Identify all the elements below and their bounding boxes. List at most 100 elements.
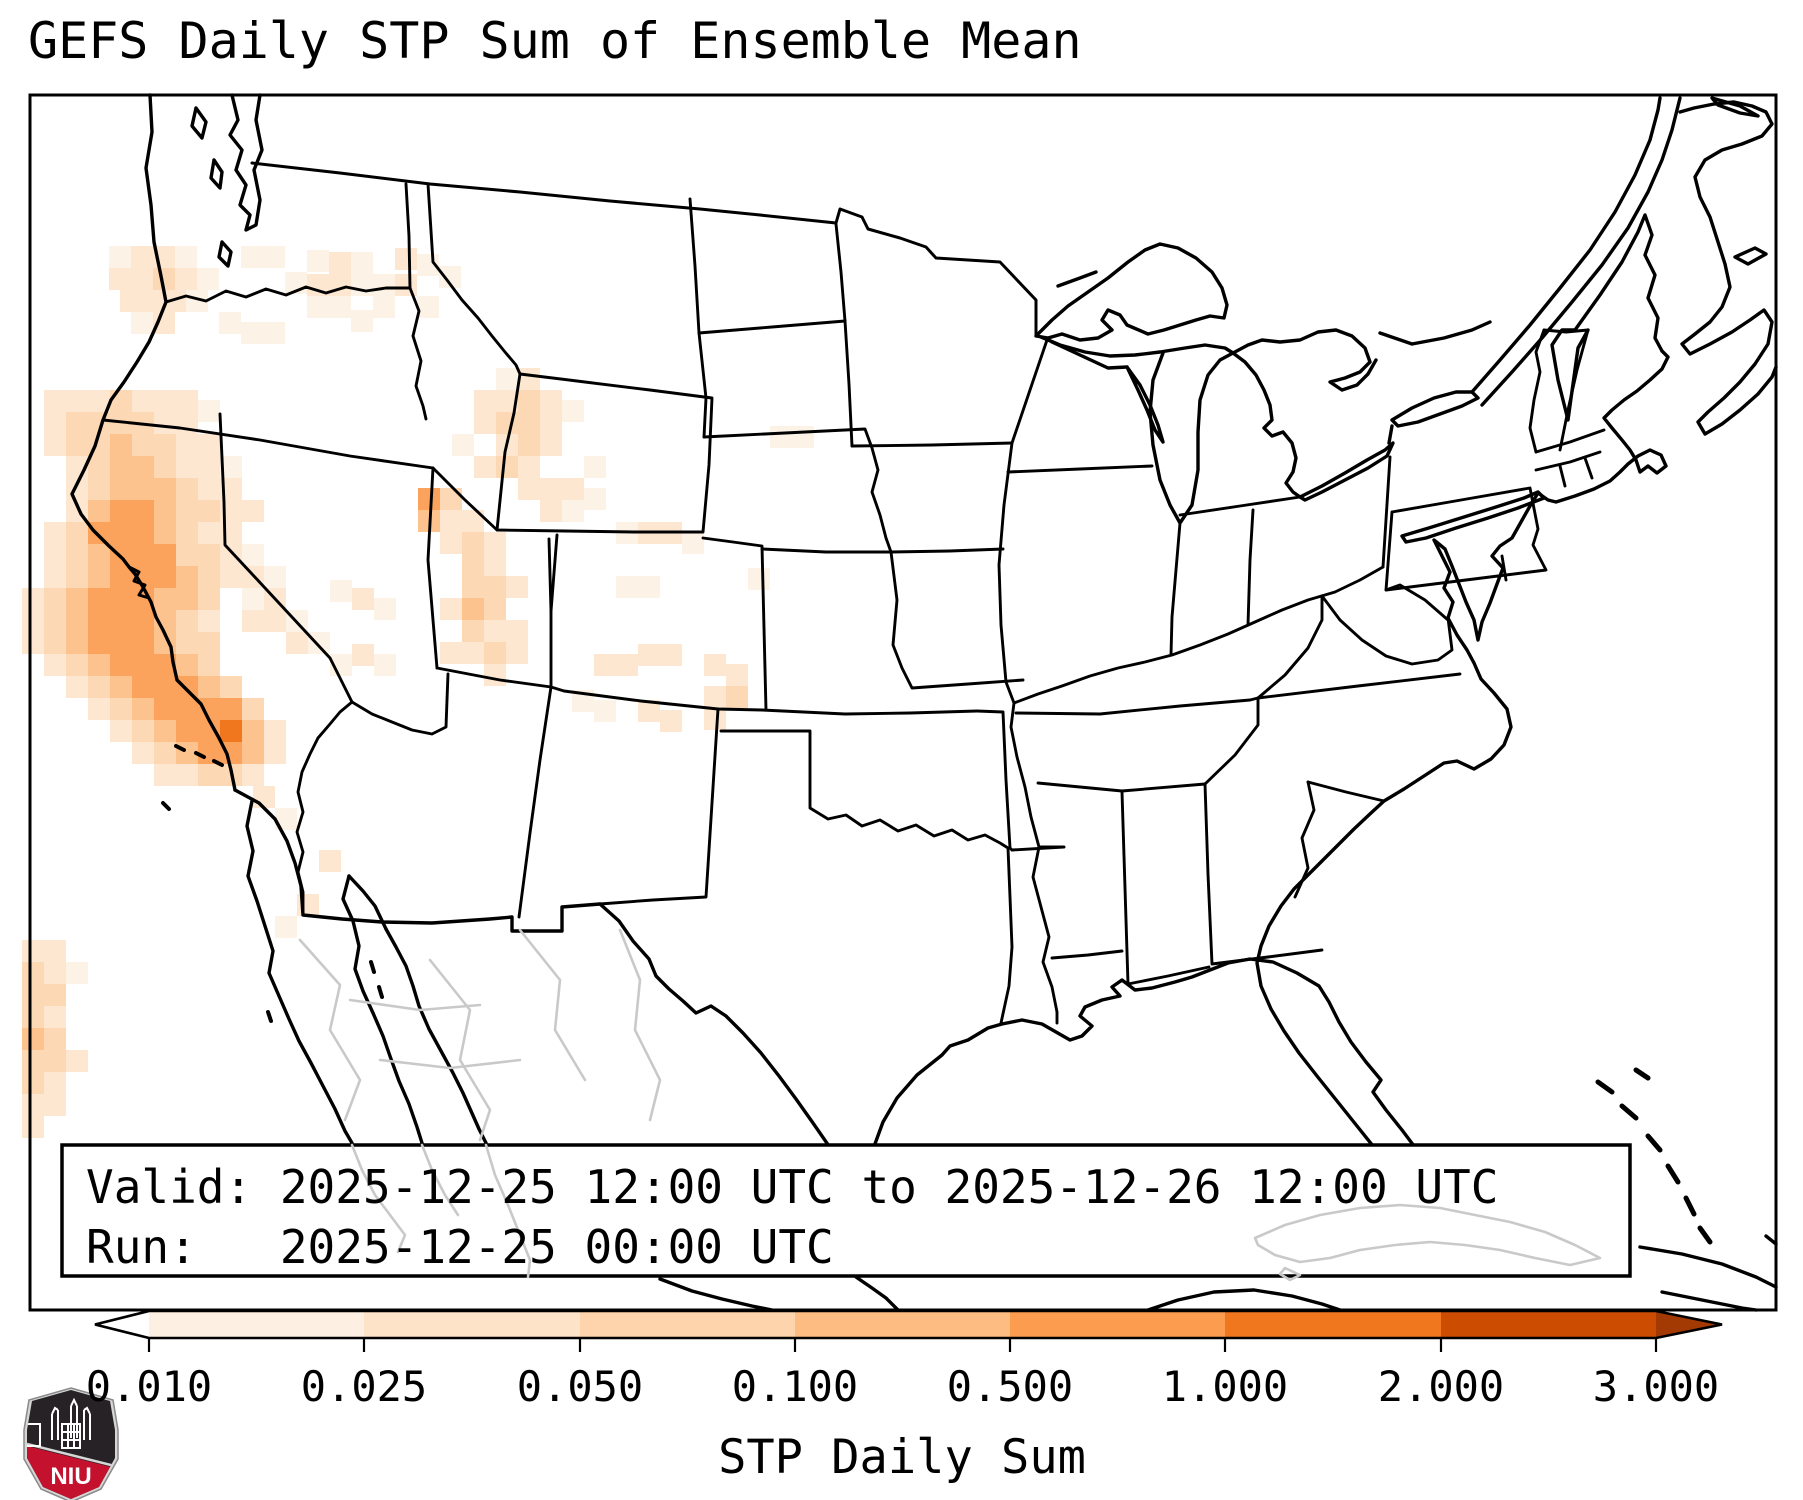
colorbar-tick-label: 2.000 xyxy=(1377,1362,1505,1411)
heat-cell xyxy=(462,642,484,664)
colorbar-tick-label: 0.500 xyxy=(946,1362,1074,1411)
coastlines xyxy=(70,93,1778,1312)
heat-cell xyxy=(616,576,638,598)
colorbar-over-arrow xyxy=(1656,1311,1722,1338)
heat-cell xyxy=(110,522,132,544)
heat-cell xyxy=(319,850,341,872)
heat-cell xyxy=(242,720,264,742)
heat-cell xyxy=(131,268,153,290)
heat-cell xyxy=(264,566,286,588)
heat-cell xyxy=(176,456,198,478)
heat-cell xyxy=(176,500,198,522)
heat-cell xyxy=(594,700,616,722)
heat-cell xyxy=(22,984,44,1006)
heat-cell xyxy=(462,620,484,642)
heat-cell xyxy=(110,720,132,742)
heat-cell xyxy=(220,720,242,742)
heat-cell xyxy=(308,632,330,654)
niu-logo: NIU xyxy=(23,1387,119,1500)
heat-cell xyxy=(329,274,351,296)
heat-cell xyxy=(176,588,198,610)
heat-cell xyxy=(584,488,606,510)
heat-cell xyxy=(351,310,373,332)
heat-cell xyxy=(219,312,241,334)
heat-cell xyxy=(329,296,351,318)
heat-cell xyxy=(132,390,154,412)
heat-cell xyxy=(395,248,417,270)
heat-cell xyxy=(242,610,264,632)
heat-cell xyxy=(241,322,263,344)
heat-cell xyxy=(373,296,395,318)
heat-cell xyxy=(242,588,264,610)
colorbar-segment xyxy=(364,1311,580,1338)
heat-cell xyxy=(88,478,110,500)
heat-cell xyxy=(44,522,66,544)
heat-cell xyxy=(484,532,506,554)
heat-cell xyxy=(726,686,748,708)
heat-cell xyxy=(198,456,220,478)
heat-cell xyxy=(154,434,176,456)
heat-cell xyxy=(484,576,506,598)
heat-cell xyxy=(66,434,88,456)
heat-cell xyxy=(22,1094,44,1116)
colorbar-segment xyxy=(149,1311,364,1338)
heat-cell xyxy=(562,478,584,500)
heat-cell xyxy=(176,632,198,654)
heat-cell xyxy=(496,390,518,412)
heat-cell xyxy=(186,290,208,312)
heat-cell xyxy=(263,322,285,344)
heat-cell xyxy=(175,246,197,268)
heat-cell xyxy=(66,632,88,654)
heat-cell xyxy=(198,500,220,522)
heat-cell xyxy=(263,246,285,268)
heat-cell xyxy=(241,246,263,268)
heat-cell xyxy=(242,764,264,786)
heat-cell xyxy=(154,566,176,588)
heat-cell xyxy=(110,698,132,720)
heat-cell xyxy=(132,698,154,720)
heat-cell xyxy=(110,500,132,522)
heat-cell xyxy=(506,576,528,598)
heat-cell xyxy=(253,786,275,808)
heat-cell xyxy=(164,290,186,312)
heat-cell xyxy=(110,478,132,500)
heat-cell xyxy=(176,522,198,544)
heat-cell xyxy=(109,246,131,268)
heat-cell xyxy=(518,412,540,434)
heat-cell xyxy=(242,500,264,522)
heat-cell xyxy=(44,1072,66,1094)
heat-cell xyxy=(638,700,660,722)
colorbar-segment xyxy=(580,1311,795,1338)
heat-cell xyxy=(496,368,518,390)
heat-cell xyxy=(88,632,110,654)
heat-cell xyxy=(154,522,176,544)
heat-cell xyxy=(132,632,154,654)
heat-cell xyxy=(110,456,132,478)
heat-cell xyxy=(44,544,66,566)
heat-cell xyxy=(518,368,540,390)
figure-title: GEFS Daily STP Sum of Ensemble Mean xyxy=(28,12,1082,70)
colorbar-tick-label: 0.050 xyxy=(516,1362,644,1411)
heat-cell xyxy=(351,252,373,274)
heat-cell xyxy=(88,500,110,522)
heat-cell xyxy=(660,644,682,666)
heat-cell xyxy=(132,588,154,610)
heat-cell xyxy=(275,808,297,830)
heat-cell xyxy=(176,544,198,566)
heat-cell xyxy=(351,274,373,296)
heat-cell xyxy=(496,456,518,478)
heat-cell xyxy=(484,664,506,686)
heat-cell xyxy=(110,390,132,412)
heat-cell xyxy=(88,676,110,698)
heat-cell xyxy=(44,566,66,588)
heat-cell xyxy=(66,544,88,566)
heat-cell xyxy=(264,720,286,742)
heat-cell xyxy=(44,610,66,632)
great-lakes xyxy=(1034,242,1480,525)
heat-cell xyxy=(242,698,264,720)
heat-cell xyxy=(176,610,198,632)
heat-cell xyxy=(220,566,242,588)
heat-cell xyxy=(110,610,132,632)
heat-cell xyxy=(198,632,220,654)
heat-cell xyxy=(176,434,198,456)
